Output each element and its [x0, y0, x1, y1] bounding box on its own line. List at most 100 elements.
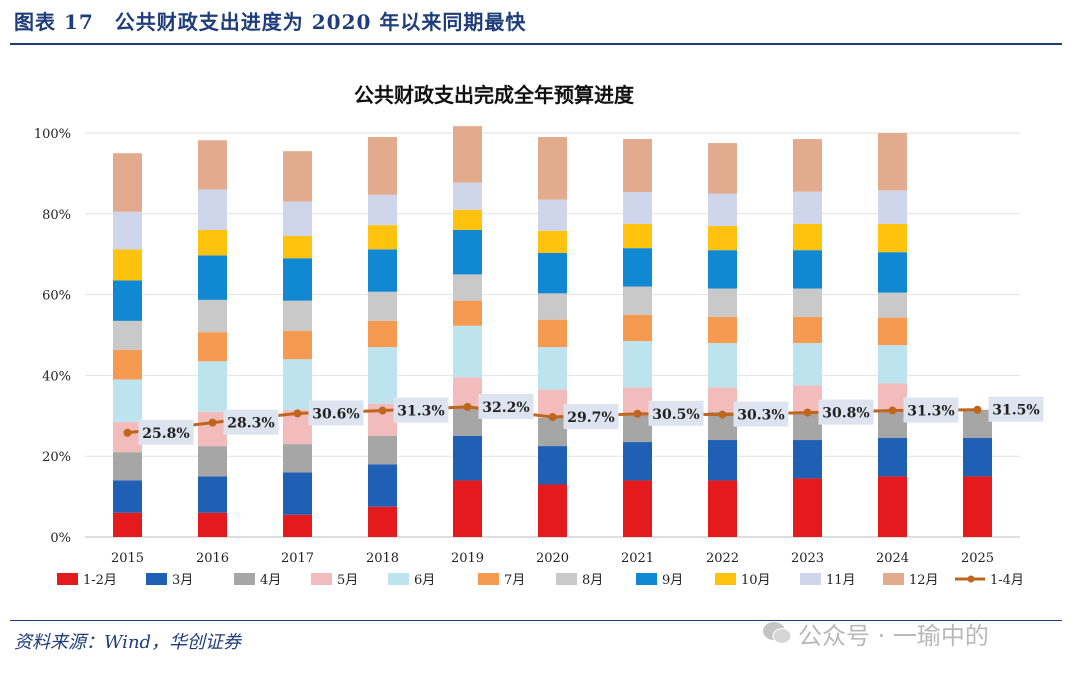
legend-marker: [967, 575, 975, 583]
bar-segment: [623, 387, 652, 414]
bar-segment: [623, 413, 652, 443]
bar-segment: [283, 151, 312, 202]
line-point: [463, 402, 472, 411]
bar-segment: [708, 250, 737, 289]
legend-swatch: [883, 573, 904, 585]
line-series: 25.8% 28.3% 30.6% 31.3% 32.2% 29.7% 30.5% 30.3%…: [123, 393, 1044, 445]
bar-segment: [538, 293, 567, 320]
bar-segment: [453, 325, 482, 378]
bar-segment: [623, 191, 652, 224]
legend-swatch: [800, 573, 821, 585]
bar-segment: [283, 236, 312, 259]
bar-segment: [283, 330, 312, 360]
x-tick-label: 2025: [961, 551, 994, 566]
bar-segment: [198, 361, 227, 412]
bar-segment: [368, 347, 397, 404]
bar-segment: [708, 316, 737, 344]
bar-segment: [623, 442, 652, 481]
data-label: 30.5%: [652, 407, 699, 423]
bar-segment: [793, 440, 822, 479]
y-axis: 0% 20% 40% 60% 80% 100%: [34, 127, 71, 546]
legend-label: 12月: [909, 573, 939, 588]
bar-segment: [623, 286, 652, 315]
legend-label: 1-4月: [990, 573, 1024, 588]
legend-label: 7月: [504, 573, 525, 588]
bar-segment: [453, 229, 482, 275]
data-label-box: [988, 396, 1044, 422]
bar-segment: [198, 446, 227, 477]
data-label-box: [393, 397, 449, 423]
data-label: 30.3%: [737, 408, 784, 424]
bar-segment: [453, 300, 482, 326]
x-tick-label: 2019: [451, 551, 484, 566]
y-tick-label: 100%: [34, 127, 71, 142]
data-label: 31.3%: [397, 404, 444, 420]
bar-segment: [283, 472, 312, 515]
legend-label: 6月: [414, 573, 435, 588]
bar-segment: [538, 137, 567, 200]
bar-segment: [198, 189, 227, 230]
bar-segment: [878, 345, 907, 384]
legend-label: 8月: [582, 573, 603, 588]
legend-label: 5月: [337, 573, 358, 588]
bar-segment: [113, 153, 142, 212]
legend-swatch: [388, 573, 409, 585]
bar-segment: [538, 417, 567, 447]
bar-segment: [878, 133, 907, 191]
y-tick-label: 0%: [50, 531, 71, 546]
line-point: [548, 413, 557, 422]
bar-segment: [878, 476, 907, 537]
bar-segment: [283, 514, 312, 537]
bar-segment: [538, 484, 567, 537]
data-label-box: [563, 404, 619, 430]
bar-segment: [198, 476, 227, 513]
bar-segment: [623, 341, 652, 388]
line-point: [888, 406, 897, 415]
data-label: 31.5%: [992, 403, 1039, 419]
bar-segment: [198, 332, 227, 362]
y-tick-label: 80%: [42, 208, 71, 223]
bar-segment: [623, 314, 652, 342]
data-label: 28.3%: [227, 416, 274, 432]
bar-segment: [113, 480, 142, 513]
bar-segment: [368, 291, 397, 321]
line-point: [718, 410, 727, 419]
bar-segment: [198, 140, 227, 190]
bar-segment: [113, 421, 142, 453]
bar-segment: [368, 194, 397, 226]
bar-segment: [793, 385, 822, 412]
legend-label: 9月: [662, 573, 683, 588]
data-label: 30.6%: [312, 406, 359, 422]
bar-segment: [368, 464, 397, 507]
source-note: 资料来源：Wind，华创证券: [14, 632, 242, 653]
legend: 1-2月 3月 4月 5月 6月 7月 8月 9月 10月 11月 12月 1-4月: [57, 573, 1024, 588]
legend-label: 10月: [741, 573, 771, 588]
bar-segment: [708, 225, 737, 251]
legend-swatch: [636, 573, 657, 585]
bar-segment: [708, 440, 737, 481]
bar-segment: [878, 383, 907, 410]
bar-segment: [453, 407, 482, 436]
data-label: 29.7%: [567, 410, 614, 426]
legend-swatch: [556, 573, 577, 585]
x-tick-label: 2024: [876, 551, 909, 566]
legend-swatch: [311, 573, 332, 585]
bar-segment: [963, 438, 992, 477]
chart: 公共财政支出完成全年预算进度 0%20%40%60%80%100% 2015 20…: [34, 83, 1044, 588]
bar-segment: [793, 316, 822, 344]
bar-segment: [878, 317, 907, 346]
x-tick-label: 2017: [281, 551, 314, 566]
bar-segment: [113, 512, 142, 537]
bar-segment: [623, 139, 652, 192]
bar-segment: [793, 288, 822, 317]
bar-segment: [538, 347, 567, 390]
data-label: 25.8%: [142, 426, 189, 442]
bar-segment: [538, 199, 567, 231]
bar-segment: [453, 182, 482, 210]
x-axis: 2015 2016 2017 2018 2019 2020 2021 2022 2023 2024…: [111, 551, 994, 566]
legend-swatch: [146, 573, 167, 585]
watermark: 公众号 · 一瑜中的: [762, 616, 989, 651]
bar-segment: [708, 480, 737, 537]
bar-segment: [708, 288, 737, 317]
legend-label: 3月: [172, 573, 193, 588]
